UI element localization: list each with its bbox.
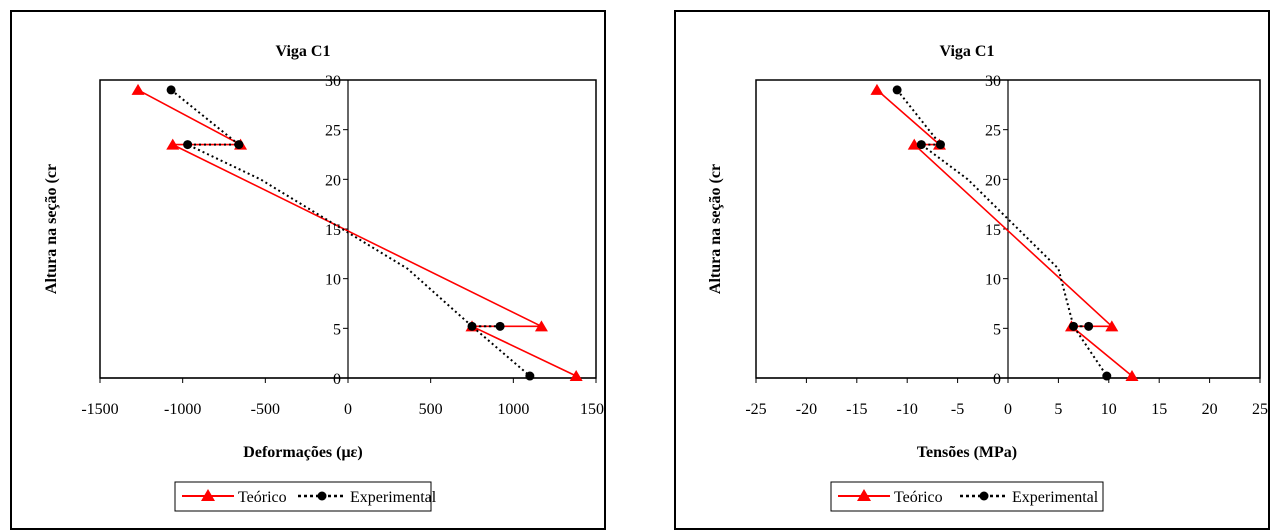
legend-label-teorico: Teórico xyxy=(894,489,943,506)
data-point-triangle xyxy=(1105,320,1119,332)
legend-label-teorico: Teórico xyxy=(238,489,287,506)
x-tick-label: -10 xyxy=(897,401,918,418)
data-point-circle xyxy=(495,321,505,331)
legend-circle-marker xyxy=(317,491,327,501)
x-tick-label: -15 xyxy=(846,401,867,418)
chart-deformacoes: Viga C1 Altura na seção (cr Deformações … xyxy=(43,43,604,512)
chart-tensoes: Viga C1 Altura na seção (cr Tensões (MPa… xyxy=(707,43,1268,512)
y-tick-label: 0 xyxy=(993,371,1001,388)
legend-label-experimental: Experimental xyxy=(1012,489,1099,506)
x-tick-label: 1000 xyxy=(497,401,529,418)
chart-panel-deformacoes: Viga C1 Altura na seção (cr Deformações … xyxy=(10,10,606,530)
data-point-triangle xyxy=(569,370,583,382)
data-point-circle xyxy=(1069,321,1079,331)
y-tick-label: 25 xyxy=(985,123,1001,140)
data-point-circle xyxy=(1102,371,1112,381)
x-axis-label: Deformações (με) xyxy=(243,444,362,461)
series-line-experimental xyxy=(896,89,1108,377)
x-axis-label: Tensões (MPa) xyxy=(917,444,1017,461)
x-tick-label: 20 xyxy=(1202,401,1218,418)
x-tick-label: -1500 xyxy=(81,401,118,418)
data-point-triangle xyxy=(166,138,180,150)
y-tick-label: 30 xyxy=(325,73,341,90)
y-tick-label: 5 xyxy=(993,321,1001,338)
x-tick-label: -20 xyxy=(796,401,817,418)
y-axis-label: Altura na seção (cr xyxy=(707,164,724,294)
data-point-circle xyxy=(916,140,926,150)
chart-panel-tensoes: Viga C1 Altura na seção (cr Tensões (MPa… xyxy=(674,10,1270,530)
data-point-triangle xyxy=(131,83,145,95)
y-tick-label: 25 xyxy=(325,123,341,140)
legend: Teórico Experimental xyxy=(174,481,437,512)
x-tick-label: -5 xyxy=(951,401,964,418)
data-point-circle xyxy=(892,85,902,95)
y-tick-label: 5 xyxy=(333,321,341,338)
x-axis-label-text: Deformações ( xyxy=(243,444,341,461)
data-point-circle xyxy=(525,371,535,381)
data-point-triangle xyxy=(870,83,884,95)
series-line-te-rico xyxy=(137,89,577,377)
legend-circle-marker xyxy=(979,491,989,501)
x-tick-label: 0 xyxy=(344,401,352,418)
data-point-triangle xyxy=(1125,370,1139,382)
y-tick-label: 15 xyxy=(325,222,341,239)
legend-label-experimental: Experimental xyxy=(350,489,437,506)
legend-triangle-marker xyxy=(201,489,215,501)
data-point-circle xyxy=(935,140,945,150)
x-tick-label: -1000 xyxy=(164,401,201,418)
y-tick-label: 20 xyxy=(985,172,1001,189)
data-point-triangle xyxy=(534,320,548,332)
data-point-circle xyxy=(166,85,176,95)
legend: Teórico Experimental xyxy=(830,481,1104,512)
data-point-circle xyxy=(1084,321,1094,331)
x-tick-label: 0 xyxy=(1004,401,1012,418)
y-axis-label: Altura na seção (cr xyxy=(43,164,60,294)
x-tick-label: 25 xyxy=(1252,401,1268,418)
chart-title: Viga C1 xyxy=(276,43,331,60)
series-line-experimental xyxy=(170,89,531,377)
y-tick-label: 15 xyxy=(985,222,1001,239)
x-tick-label: 5 xyxy=(1054,401,1062,418)
data-point-circle xyxy=(467,321,477,331)
y-tick-label: 20 xyxy=(325,172,341,189)
chart-title: Viga C1 xyxy=(940,43,995,60)
x-tick-label: -25 xyxy=(745,401,766,418)
y-tick-label: 10 xyxy=(325,272,341,289)
x-tick-label: 1500 xyxy=(580,401,604,418)
legend-triangle-marker xyxy=(857,489,871,501)
y-tick-label: 30 xyxy=(985,73,1001,90)
x-axis-label-suffix: ) xyxy=(357,444,362,461)
data-point-circle xyxy=(234,140,244,150)
data-point-circle xyxy=(183,140,193,150)
x-tick-label: 500 xyxy=(419,401,443,418)
x-axis-label-symbol: με xyxy=(341,444,357,461)
x-tick-label: 10 xyxy=(1101,401,1117,418)
y-tick-label: 0 xyxy=(333,371,341,388)
series-line-te-rico xyxy=(876,89,1133,377)
y-tick-label: 10 xyxy=(985,272,1001,289)
x-tick-label: -500 xyxy=(251,401,280,418)
x-tick-label: 15 xyxy=(1151,401,1167,418)
